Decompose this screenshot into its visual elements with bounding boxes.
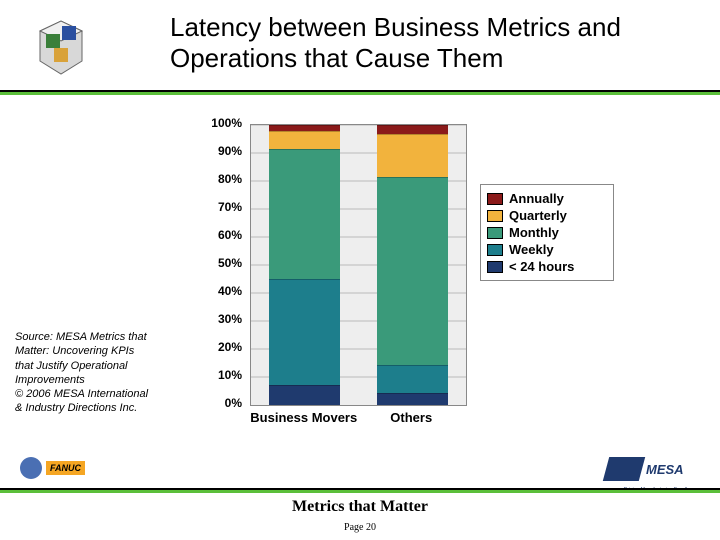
y-tick: 0% (180, 396, 242, 410)
legend: Annually Quarterly Monthly Weekly < 24 hours (480, 184, 614, 281)
y-tick: 20% (180, 340, 242, 354)
legend-swatch (487, 193, 503, 205)
legend-swatch (487, 244, 503, 256)
y-tick: 70% (180, 200, 242, 214)
segment--24-hours (269, 385, 340, 405)
segment-monthly (269, 149, 340, 279)
y-tick: 40% (180, 284, 242, 298)
mesa-logo: MESA (606, 454, 698, 484)
bar-others (377, 125, 448, 405)
ge-fanuc-logo: FANUC (20, 456, 100, 480)
slide-title: Latency between Business Metrics and Ope… (170, 12, 690, 74)
title-rule-green (0, 92, 720, 95)
legend-label: Weekly (509, 242, 554, 257)
latency-chart: 0%10%20%30%40%50%60%70%80%90%100% Busine… (180, 124, 600, 434)
legend-item: Annually (487, 191, 607, 206)
page-number: Page 20 (0, 522, 720, 533)
y-tick: 60% (180, 228, 242, 242)
legend-item: Quarterly (487, 208, 607, 223)
segment-weekly (377, 365, 448, 394)
legend-swatch (487, 261, 503, 273)
x-tick: Others (358, 410, 466, 425)
segment-monthly (377, 177, 448, 365)
x-tick: Business Movers (250, 410, 358, 425)
segment-quarterly (269, 131, 340, 149)
legend-label: < 24 hours (509, 259, 574, 274)
footer-rule-green (0, 490, 720, 493)
legend-swatch (487, 210, 503, 222)
legend-item: Weekly (487, 242, 607, 257)
y-tick: 80% (180, 172, 242, 186)
legend-label: Quarterly (509, 208, 567, 223)
slide-logo (20, 6, 102, 88)
segment--24-hours (377, 393, 448, 405)
legend-item: Monthly (487, 225, 607, 240)
footer-title: Metrics that Matter (0, 498, 720, 516)
segment-annually (377, 125, 448, 134)
y-tick: 10% (180, 368, 242, 382)
bar-business-movers (269, 125, 340, 405)
y-tick: 50% (180, 256, 242, 270)
y-tick: 90% (180, 144, 242, 158)
legend-item: < 24 hours (487, 259, 607, 274)
y-tick: 30% (180, 312, 242, 326)
segment-weekly (269, 279, 340, 385)
source-citation: Source: MESA Metrics that Matter: Uncove… (15, 330, 150, 416)
legend-swatch (487, 227, 503, 239)
plot-area (250, 124, 467, 406)
segment-quarterly (377, 134, 448, 176)
legend-label: Monthly (509, 225, 559, 240)
legend-label: Annually (509, 191, 564, 206)
y-tick: 100% (180, 116, 242, 130)
